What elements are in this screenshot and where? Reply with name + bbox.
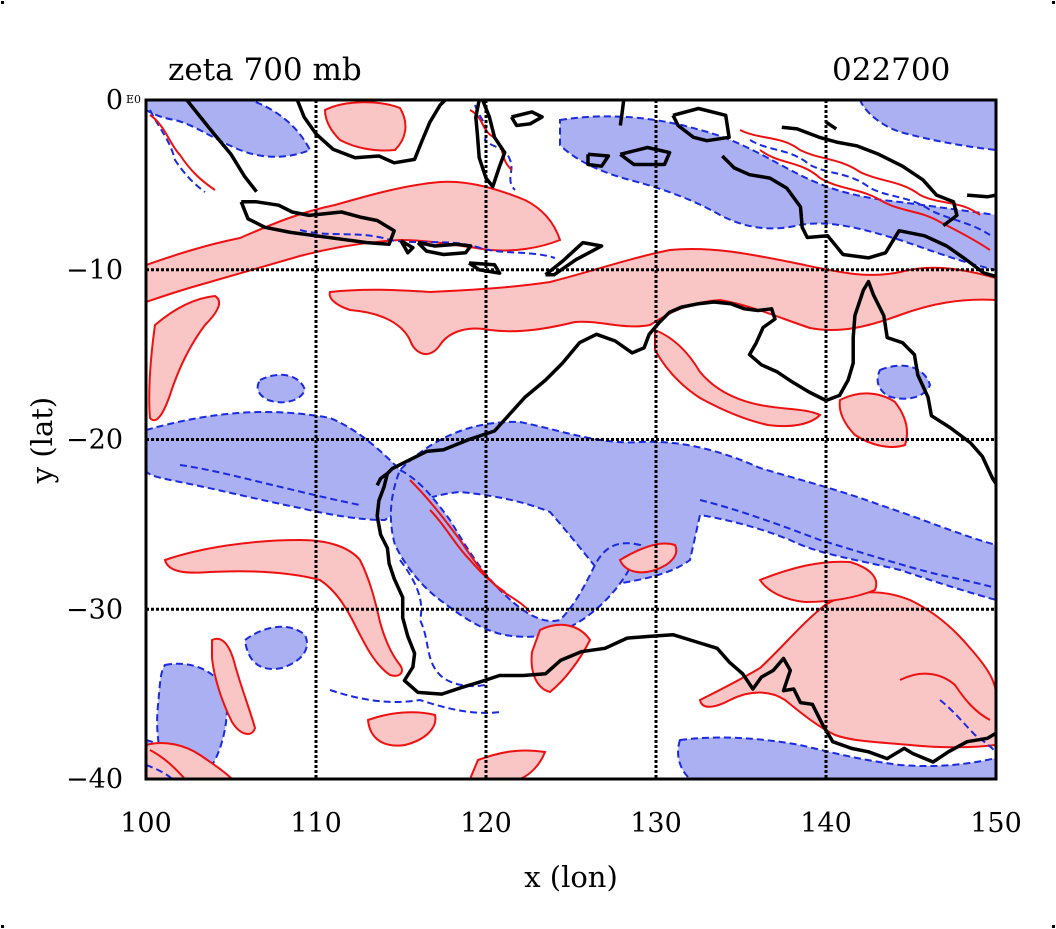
negative-contour-cluster xyxy=(149,109,206,193)
positive-contour-cluster xyxy=(759,149,991,251)
y-axis-label: y (lat) xyxy=(25,397,59,484)
coastline-segment xyxy=(966,193,996,199)
coastline-segment xyxy=(671,106,731,143)
coastline-layer xyxy=(185,100,996,764)
positive-contour-cluster xyxy=(149,749,186,779)
gridlines xyxy=(146,100,996,779)
positive-region xyxy=(838,392,908,448)
coastline-segment xyxy=(239,200,396,247)
coastline-segment xyxy=(386,279,996,485)
y-tick-label: −30 xyxy=(66,594,123,625)
coastline-segment xyxy=(375,473,996,764)
coastline-segment xyxy=(468,261,502,275)
negative-contour-cluster xyxy=(329,689,501,714)
y-tick-labels: 0 −10 −20 −30 −40 xyxy=(66,85,123,795)
positive-contour-cluster xyxy=(899,672,991,721)
map-title: zeta 700 mb xyxy=(168,52,362,88)
positive-contour-cluster xyxy=(149,114,216,191)
positive-region xyxy=(618,542,678,574)
x-tick-label: 150 xyxy=(970,808,1022,839)
x-tick-label: 140 xyxy=(800,808,852,839)
y-tick-label: −10 xyxy=(66,255,123,286)
positive-region xyxy=(366,711,437,747)
x-tick-labels: 100 110 120 130 140 150 xyxy=(120,808,1022,839)
positive-region xyxy=(163,538,403,677)
x-tick-label: 120 xyxy=(460,808,512,839)
positive-region xyxy=(211,637,257,735)
coastline-segment xyxy=(295,100,447,165)
coastline-segment xyxy=(416,240,473,257)
coastline-segment xyxy=(586,152,611,168)
corner-mark-top-right xyxy=(1052,1,1055,4)
negative-contour-cluster xyxy=(749,139,991,236)
y-tick-label: 0 xyxy=(106,85,123,116)
negative-region xyxy=(677,736,996,779)
x-tick-label: 110 xyxy=(290,808,342,839)
y-tick-label: −40 xyxy=(66,764,123,795)
plot-content xyxy=(146,100,996,779)
coastline-segment xyxy=(509,110,544,128)
negative-region xyxy=(146,411,996,602)
coastline-segment xyxy=(825,120,838,131)
corner-mark-top-left xyxy=(1,1,4,4)
positive-contour-cluster xyxy=(409,479,531,613)
negative-region xyxy=(858,100,996,152)
negative-contour-cluster xyxy=(699,499,996,589)
coastline-segment xyxy=(375,472,389,487)
negative-contour-cluster xyxy=(939,699,996,753)
coastline-segment xyxy=(721,154,996,279)
positive-region xyxy=(654,328,822,428)
positive-region xyxy=(758,560,878,604)
coastline-segment xyxy=(619,145,672,167)
plot-frame xyxy=(144,98,998,781)
corner-mark-bottom-left xyxy=(1,925,4,928)
coastline-segment xyxy=(544,240,604,277)
negative-region xyxy=(243,625,308,670)
negative-contour-cluster xyxy=(179,464,361,506)
positive-region xyxy=(146,742,234,779)
coastline-segment xyxy=(474,100,507,189)
x-axis-label: x (lon) xyxy=(524,860,618,894)
negative-region xyxy=(146,100,312,158)
positive-contour-cluster xyxy=(739,129,981,216)
corner-mark-bottom-right xyxy=(1052,925,1055,928)
negative-contour-cluster xyxy=(399,559,486,688)
coastline-segment xyxy=(399,239,415,255)
negative-region xyxy=(256,373,307,404)
coastline-segment xyxy=(781,125,959,228)
positive-region xyxy=(323,101,407,152)
y-tick-label: −20 xyxy=(66,425,123,456)
map-timestamp: 022700 xyxy=(832,52,950,88)
positive-contour-cluster xyxy=(429,509,506,593)
small-scale-contours xyxy=(146,104,996,779)
corner-mark: E0 xyxy=(126,93,141,106)
positive-region xyxy=(148,294,221,422)
coastline-segment xyxy=(185,100,258,193)
x-tick-label: 100 xyxy=(120,808,172,839)
coastline-segment xyxy=(618,100,626,126)
negative-region xyxy=(389,468,642,638)
x-tick-label: 130 xyxy=(630,808,682,839)
